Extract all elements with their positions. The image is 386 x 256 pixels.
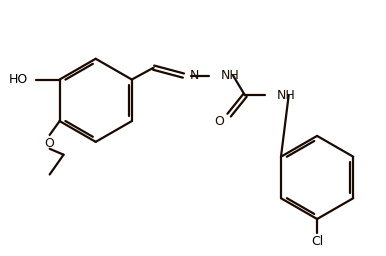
Text: O: O — [45, 137, 54, 150]
Text: Cl: Cl — [311, 235, 323, 248]
Text: NH: NH — [277, 89, 296, 102]
Text: O: O — [214, 115, 224, 127]
Text: N: N — [190, 69, 199, 82]
Text: HO: HO — [8, 73, 28, 86]
Text: NH: NH — [221, 69, 240, 82]
